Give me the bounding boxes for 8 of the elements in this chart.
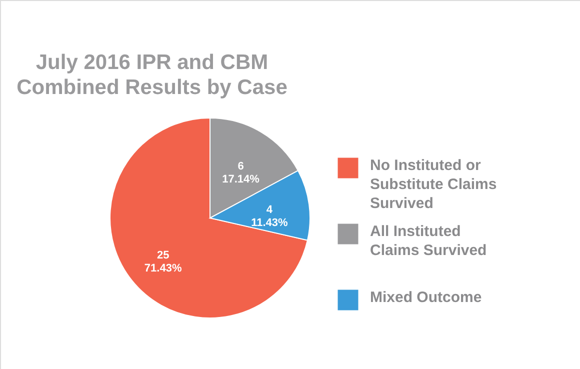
legend-label: Mixed Outcome bbox=[370, 289, 482, 306]
data-label: 4 11.43% bbox=[251, 204, 288, 229]
data-label: 25 71.43% bbox=[144, 249, 182, 274]
data-label: 6 17.14% bbox=[222, 160, 260, 186]
legend-label: All Instituted Claims Survived bbox=[370, 223, 487, 259]
legend-label: No Instituted or Substitute Claims Survived bbox=[370, 157, 497, 212]
chart-title: July 2016 IPR and CBM Combined Results by Case bbox=[16, 51, 288, 99]
pie-slice bbox=[110, 118, 308, 318]
